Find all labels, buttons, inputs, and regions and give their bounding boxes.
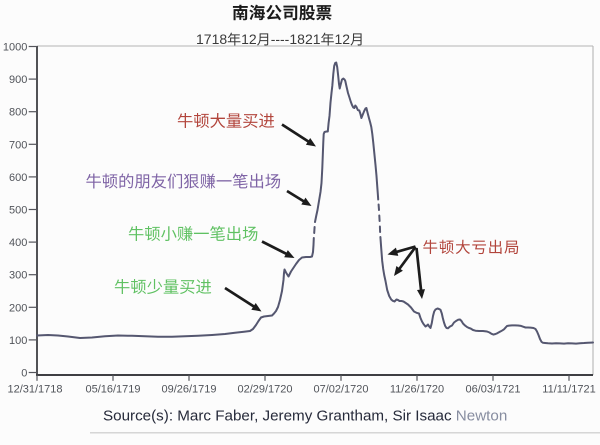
svg-text:600: 600	[9, 172, 27, 184]
svg-text:06/03/1721: 06/03/1721	[465, 383, 520, 395]
svg-text:400: 400	[9, 237, 27, 249]
svg-text:12: 12	[335, 31, 351, 47]
svg-text:11/26/1720: 11/26/1720	[390, 383, 444, 395]
svg-text:12/31/1718: 12/31/1718	[7, 383, 62, 395]
svg-text:1000: 1000	[3, 42, 27, 54]
svg-text:0: 0	[21, 368, 27, 380]
svg-text:05/16/1719: 05/16/1719	[85, 383, 140, 395]
svg-text:02/29/1720: 02/29/1720	[237, 383, 292, 395]
svg-text:12: 12	[241, 31, 257, 47]
svg-text:900: 900	[9, 74, 27, 86]
svg-text:100: 100	[9, 335, 27, 347]
svg-text:Source(s): Marc Faber, Jeremy: Source(s): Marc Faber, Jeremy Grantham, …	[103, 408, 507, 425]
svg-text:----: ----	[271, 31, 290, 47]
svg-text:07/02/1720: 07/02/1720	[313, 383, 368, 395]
svg-text:200: 200	[9, 302, 27, 314]
svg-text:800: 800	[9, 107, 27, 119]
svg-text:500: 500	[9, 205, 27, 217]
svg-text:11/11/1721: 11/11/1721	[542, 383, 595, 395]
svg-text:1821: 1821	[289, 31, 320, 47]
svg-text:1718: 1718	[196, 31, 227, 47]
svg-text:300: 300	[9, 270, 27, 282]
svg-text:700: 700	[9, 139, 27, 151]
svg-text:09/26/1719: 09/26/1719	[161, 383, 216, 395]
